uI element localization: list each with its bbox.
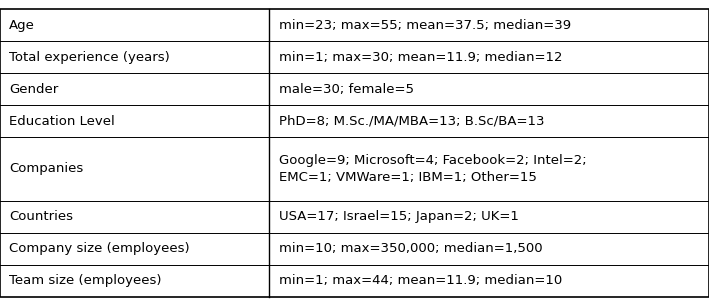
Text: Education Level: Education Level xyxy=(9,114,115,128)
Text: Total experience (years): Total experience (years) xyxy=(9,50,170,64)
Text: USA=17; Israel=15; Japan=2; UK=1: USA=17; Israel=15; Japan=2; UK=1 xyxy=(279,211,518,223)
Text: Google=9; Microsoft=4; Facebook=2; Intel=2;
EMC=1; VMWare=1; IBM=1; Other=15: Google=9; Microsoft=4; Facebook=2; Intel… xyxy=(279,154,586,184)
Text: Company size (employees): Company size (employees) xyxy=(9,242,190,256)
Text: Team size (employees): Team size (employees) xyxy=(9,274,162,287)
Text: min=1; max=44; mean=11.9; median=10: min=1; max=44; mean=11.9; median=10 xyxy=(279,274,562,287)
Text: min=23; max=55; mean=37.5; median=39: min=23; max=55; mean=37.5; median=39 xyxy=(279,19,571,32)
Text: male=30; female=5: male=30; female=5 xyxy=(279,83,413,95)
Text: min=10; max=350,000; median=1,500: min=10; max=350,000; median=1,500 xyxy=(279,242,542,256)
Text: Gender: Gender xyxy=(9,83,58,95)
Text: Companies: Companies xyxy=(9,162,84,175)
Text: Countries: Countries xyxy=(9,211,73,223)
Text: Age: Age xyxy=(9,19,35,32)
Text: min=1; max=30; mean=11.9; median=12: min=1; max=30; mean=11.9; median=12 xyxy=(279,50,562,64)
Text: PhD=8; M.Sc./MA/MBA=13; B.Sc/BA=13: PhD=8; M.Sc./MA/MBA=13; B.Sc/BA=13 xyxy=(279,114,544,128)
